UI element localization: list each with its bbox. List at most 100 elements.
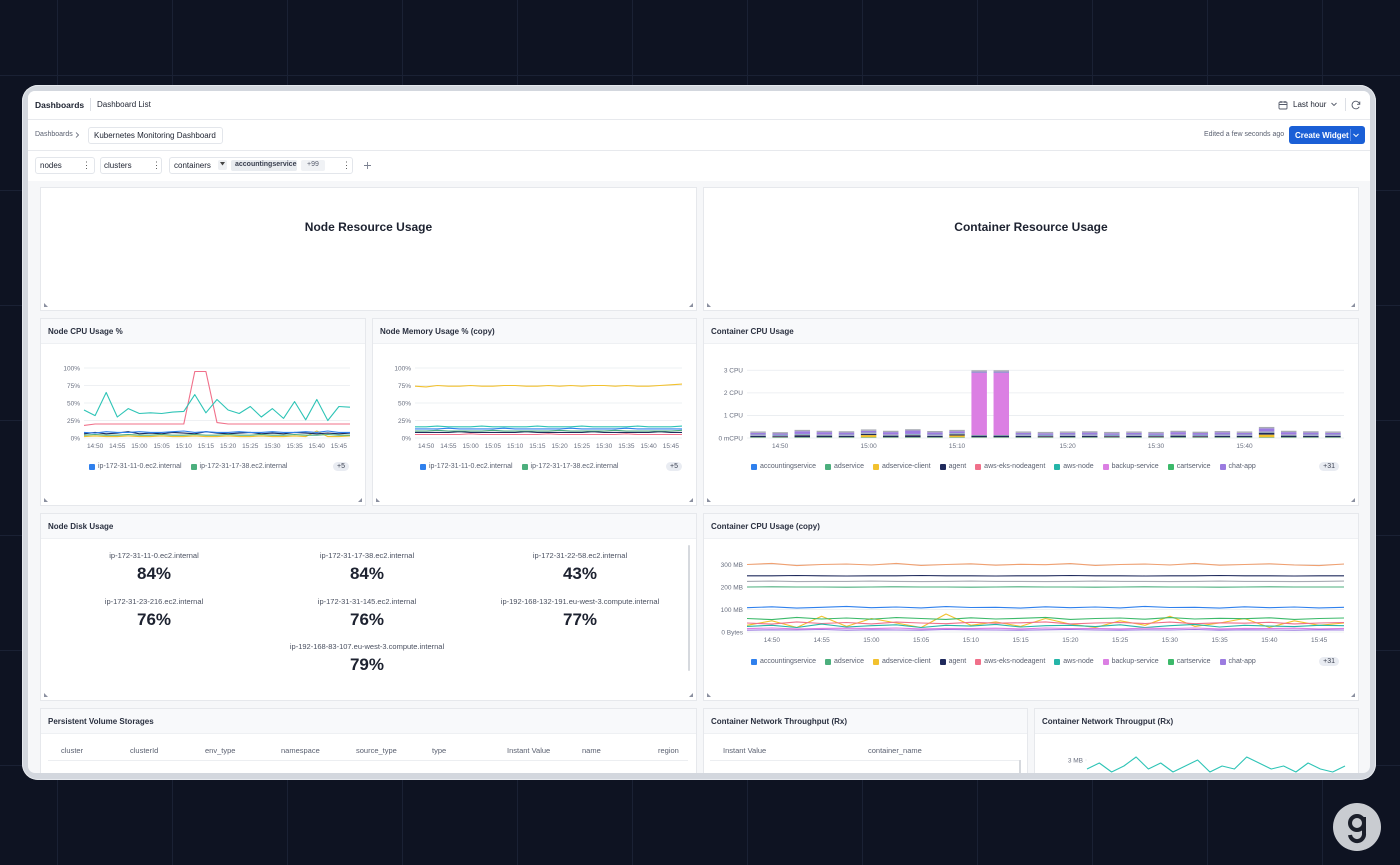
widget-title: Container CPU Usage bbox=[711, 327, 794, 336]
time-range[interactable]: Last hour bbox=[1293, 100, 1327, 109]
legend-swatch bbox=[1054, 658, 1061, 665]
toolbar bbox=[28, 120, 1370, 151]
column-header[interactable]: Instant Value bbox=[507, 746, 551, 755]
edited-status: Edited a few seconds ago bbox=[1204, 131, 1285, 138]
legend-swatch bbox=[1102, 658, 1109, 665]
legend-more: +31 bbox=[1319, 657, 1339, 666]
section-title: Container Resource Usage bbox=[954, 220, 1108, 234]
menu-icon[interactable]: ⋮ bbox=[152, 160, 161, 170]
filter-label: nodes bbox=[40, 161, 62, 170]
stat-name: ip-172-31-11-0.ec2.internal bbox=[109, 551, 199, 560]
legend-item: aws-node bbox=[1054, 658, 1094, 665]
filter-chip[interactable] bbox=[100, 157, 162, 174]
legend-item: agent bbox=[939, 463, 967, 470]
legend-swatch bbox=[939, 463, 946, 470]
legend-label: adservice-client bbox=[882, 658, 931, 665]
stat-value: 79% bbox=[349, 655, 385, 674]
legend-swatch bbox=[1219, 658, 1226, 665]
legend-item: adservice-client bbox=[873, 463, 931, 470]
widget-title: Container Network Througput (Rx) bbox=[1042, 717, 1174, 726]
widget-panel: Container CPU Usage (copy) bbox=[703, 513, 1359, 701]
legend-more: +5 bbox=[333, 462, 349, 471]
menu-icon[interactable]: ⋮ bbox=[82, 160, 91, 170]
legend-label: adservice bbox=[834, 463, 864, 470]
column-header[interactable]: env_type bbox=[205, 746, 236, 755]
legend-label: ip-172-31-11-0.ec2.internal bbox=[98, 463, 182, 470]
legend-label: aws-node bbox=[1063, 463, 1094, 470]
legend-label: agent bbox=[948, 463, 967, 470]
column-header[interactable]: container_name bbox=[868, 746, 922, 755]
selected-chip bbox=[231, 160, 297, 171]
legend-swatch bbox=[825, 463, 832, 470]
column-header[interactable]: source_type bbox=[356, 746, 397, 755]
column-header[interactable]: namespace bbox=[281, 746, 320, 755]
legend-swatch bbox=[975, 463, 982, 470]
create-widget-button[interactable] bbox=[1289, 126, 1365, 144]
widget-title: Node Disk Usage bbox=[48, 522, 114, 531]
widget-panel: Container Network Throughput (Rx) bbox=[703, 708, 1028, 773]
legend-label: backup-service bbox=[1111, 658, 1159, 665]
legend-label: aws-node bbox=[1063, 658, 1094, 665]
legend-item: ip-172-31-11-0.ec2.internal bbox=[89, 463, 182, 470]
app-title[interactable]: Dashboards bbox=[35, 100, 85, 110]
filter-chip[interactable] bbox=[35, 157, 95, 174]
divider bbox=[90, 98, 91, 111]
stat-value: 76% bbox=[349, 610, 385, 629]
chevron-icon bbox=[1353, 133, 1359, 138]
legend-label: ip-172-31-17-38.ec2.internal bbox=[199, 463, 288, 470]
stat-value: 43% bbox=[562, 564, 598, 583]
legend-swatch bbox=[1219, 463, 1226, 470]
selected-value: accountingservice bbox=[235, 161, 297, 168]
refresh-icon[interactable] bbox=[1351, 100, 1361, 110]
legend-label: aws-eks-nodeagent bbox=[984, 463, 1046, 470]
legend-label: aws-eks-nodeagent bbox=[984, 658, 1046, 665]
button-divider bbox=[1350, 129, 1351, 141]
legend-item: adservice-client bbox=[873, 658, 931, 665]
section-panel bbox=[40, 187, 697, 311]
legend-label: adservice-client bbox=[882, 463, 931, 470]
legend-item: ip-172-31-11-0.ec2.internal bbox=[420, 463, 513, 470]
more-count: +99 bbox=[307, 161, 319, 168]
legend-swatch bbox=[420, 463, 426, 470]
legend-item: chat-app bbox=[1219, 658, 1256, 665]
column-header[interactable]: name bbox=[582, 746, 601, 755]
column-header[interactable]: clusterId bbox=[130, 746, 159, 755]
add-filter-icon[interactable] bbox=[363, 161, 372, 170]
widget-title: Container CPU Usage (copy) bbox=[711, 522, 820, 531]
legend-swatch bbox=[1167, 463, 1174, 470]
legend: accountingservice adservice adservice-clie… bbox=[751, 462, 1339, 471]
brand-logo[interactable] bbox=[1332, 803, 1382, 853]
stat-name: ip-172-31-22-58.ec2.internal bbox=[532, 551, 628, 560]
column-header[interactable]: Instant Value bbox=[723, 746, 767, 755]
stat-tile: ip-172-31-22-58.ec2.internal 43% bbox=[533, 551, 627, 584]
breadcrumb-root[interactable]: Dashboards bbox=[35, 131, 73, 138]
widget-panel: Node CPU Usage % bbox=[40, 318, 366, 506]
nav-link[interactable]: Dashboard List bbox=[97, 100, 151, 109]
column-header[interactable]: region bbox=[658, 746, 679, 755]
legend-label: accountingservice bbox=[760, 658, 817, 665]
scrollbar[interactable] bbox=[688, 545, 690, 671]
calendar-icon bbox=[1278, 101, 1288, 110]
menu-icon[interactable]: ⋮ bbox=[342, 160, 351, 170]
legend-item: accountingservice bbox=[751, 463, 816, 470]
legend-swatch bbox=[1102, 463, 1109, 470]
legend-label: cartservice bbox=[1176, 658, 1211, 665]
stat-tile: ip-172-31-23-216.ec2.internal 76% bbox=[105, 597, 203, 630]
stat-value: 84% bbox=[349, 564, 385, 583]
column-header[interactable]: cluster bbox=[61, 746, 84, 755]
legend-label: chat-app bbox=[1228, 463, 1256, 470]
stat-value: 76% bbox=[136, 610, 172, 629]
legend-item: accountingservice bbox=[751, 658, 816, 665]
legend-item: adservice bbox=[825, 658, 864, 665]
legend-swatch bbox=[521, 463, 528, 470]
legend-label: ip-172-31-17-38.ec2.internal bbox=[530, 463, 619, 470]
stat-tile: ip-172-31-11-0.ec2.internal 84% bbox=[109, 551, 199, 584]
stat-value: 84% bbox=[136, 564, 172, 583]
stat-name: ip-172-31-17-38.ec2.internal bbox=[319, 551, 415, 560]
legend-more: +5 bbox=[666, 462, 682, 471]
scrollbar[interactable] bbox=[1019, 760, 1021, 773]
create-widget-label[interactable]: Create Widget bbox=[1295, 131, 1349, 140]
legend-swatch bbox=[873, 658, 879, 665]
column-header[interactable]: type bbox=[432, 746, 447, 755]
widget-title: Persistent Volume Storages bbox=[48, 717, 154, 726]
